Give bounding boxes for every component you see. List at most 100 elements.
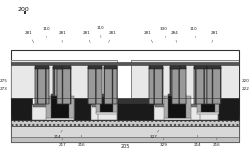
Text: 220: 220: [242, 79, 250, 83]
Bar: [149, 65, 163, 69]
Text: 216: 216: [213, 138, 221, 147]
Bar: [99, 104, 115, 107]
Bar: [52, 67, 62, 96]
Bar: [50, 93, 69, 96]
Bar: [131, 60, 239, 98]
Bar: [56, 104, 72, 107]
Bar: [11, 98, 32, 120]
Bar: [172, 67, 186, 104]
Bar: [114, 97, 117, 112]
Bar: [11, 50, 239, 142]
Text: 214: 214: [54, 130, 62, 139]
Bar: [11, 62, 239, 65]
Bar: [149, 67, 163, 104]
Bar: [117, 98, 154, 103]
Bar: [198, 112, 219, 114]
Text: 275: 275: [0, 79, 8, 83]
Text: 273: 273: [0, 87, 8, 91]
Bar: [215, 97, 219, 112]
Bar: [104, 67, 117, 104]
Bar: [201, 97, 215, 112]
Text: 284: 284: [170, 31, 178, 42]
Bar: [194, 67, 207, 104]
Text: 281: 281: [24, 31, 34, 43]
Text: 200: 200: [18, 7, 30, 12]
Bar: [100, 94, 114, 97]
Bar: [69, 96, 74, 118]
Bar: [88, 65, 102, 69]
Bar: [88, 67, 102, 104]
Bar: [172, 67, 186, 104]
Bar: [52, 65, 62, 69]
Text: 214: 214: [194, 135, 201, 147]
Bar: [190, 104, 204, 107]
Bar: [96, 97, 100, 112]
Bar: [33, 104, 50, 107]
Bar: [104, 65, 117, 69]
Bar: [207, 67, 221, 104]
Bar: [11, 60, 117, 98]
Text: 110: 110: [190, 27, 198, 38]
Bar: [164, 96, 168, 118]
Text: 216: 216: [78, 135, 86, 147]
Bar: [186, 96, 191, 118]
Text: 222: 222: [242, 87, 250, 91]
Bar: [11, 120, 239, 126]
Bar: [46, 118, 74, 120]
Bar: [35, 65, 49, 69]
Bar: [189, 105, 206, 120]
Bar: [11, 60, 117, 98]
Bar: [172, 98, 189, 120]
Text: 327: 327: [150, 130, 159, 139]
Text: 329: 329: [160, 138, 168, 147]
Text: 330: 330: [160, 27, 168, 38]
Bar: [100, 97, 114, 112]
Bar: [104, 67, 117, 104]
Text: 281: 281: [82, 31, 90, 43]
Text: 205: 205: [120, 144, 130, 149]
Bar: [96, 112, 117, 114]
Text: 281: 281: [143, 31, 153, 43]
Text: 110: 110: [43, 27, 51, 38]
Bar: [207, 65, 221, 69]
Bar: [92, 104, 108, 107]
Bar: [201, 94, 215, 97]
Bar: [32, 105, 52, 120]
Bar: [194, 65, 207, 69]
Bar: [50, 96, 69, 118]
Bar: [194, 67, 207, 104]
Text: 281: 281: [211, 31, 219, 42]
Bar: [164, 118, 191, 120]
Bar: [54, 105, 74, 120]
Bar: [117, 103, 154, 120]
Bar: [170, 67, 180, 96]
Bar: [52, 67, 62, 96]
Bar: [207, 67, 221, 104]
Bar: [35, 67, 49, 104]
Bar: [154, 105, 172, 120]
Bar: [155, 104, 170, 107]
Bar: [170, 65, 180, 69]
Bar: [74, 98, 91, 120]
Text: 110: 110: [97, 26, 105, 38]
Bar: [46, 96, 51, 118]
Bar: [57, 67, 71, 104]
Bar: [11, 126, 239, 142]
Bar: [91, 105, 110, 120]
Bar: [35, 67, 49, 104]
Bar: [11, 137, 239, 142]
Bar: [198, 97, 201, 112]
Bar: [57, 65, 71, 69]
Bar: [168, 96, 186, 118]
Bar: [172, 65, 186, 69]
Bar: [11, 115, 239, 120]
Bar: [200, 105, 218, 120]
Bar: [98, 105, 117, 120]
Bar: [149, 67, 163, 104]
Bar: [170, 67, 180, 96]
Bar: [57, 67, 71, 104]
Bar: [24, 11, 26, 14]
Bar: [218, 98, 239, 120]
Text: 217: 217: [58, 138, 66, 147]
Bar: [131, 60, 239, 98]
